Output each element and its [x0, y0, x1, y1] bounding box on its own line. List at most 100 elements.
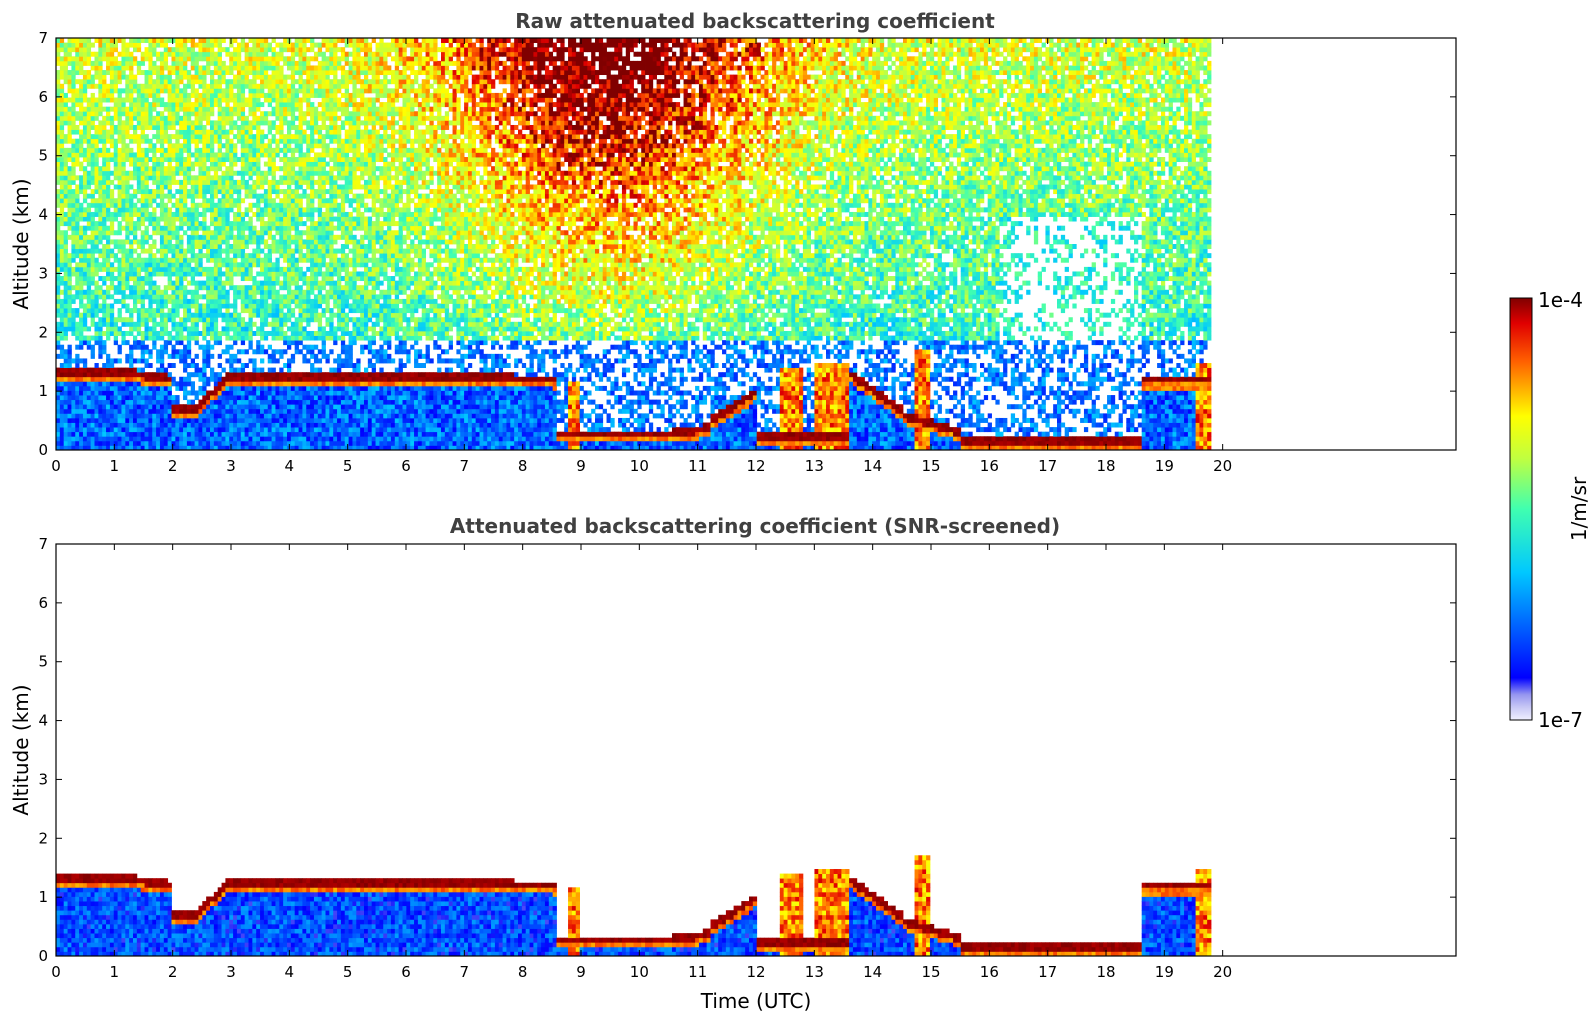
heatmap-cell [117, 74, 122, 80]
heatmap-cell [152, 385, 157, 391]
heatmap-cell [56, 179, 61, 185]
heatmap-cell [106, 427, 111, 433]
heatmap-cell [94, 111, 99, 117]
heatmap-cell [156, 138, 161, 144]
heatmap-cell [133, 408, 138, 414]
heatmap-cell [194, 303, 199, 309]
heatmap-cell [129, 289, 134, 295]
heatmap-cell [213, 51, 219, 57]
heatmap-cell [275, 303, 280, 309]
heatmap-cell [67, 312, 72, 318]
heatmap-cell [163, 404, 169, 410]
heatmap-cell [117, 289, 122, 295]
heatmap-cell [217, 294, 222, 300]
heatmap-cell [287, 111, 292, 117]
heatmap-cell [144, 349, 149, 355]
heatmap-cell [217, 56, 222, 62]
heatmap-cell [252, 83, 257, 89]
heatmap-cell [121, 321, 126, 327]
heatmap-cell [125, 216, 130, 222]
heatmap-cell [129, 344, 134, 350]
heatmap-cell [171, 344, 176, 350]
heatmap-cell [67, 38, 72, 43]
heatmap-cell [152, 193, 157, 199]
heatmap-cell [260, 376, 265, 382]
heatmap-cell [217, 97, 222, 103]
heatmap-cell [106, 376, 111, 382]
heatmap-cell [279, 395, 284, 401]
heatmap-cell [229, 225, 234, 231]
heatmap-cell [279, 321, 284, 327]
heatmap-cell [102, 395, 107, 401]
heatmap-cell [98, 385, 103, 391]
heatmap-cell [59, 417, 65, 423]
heatmap-cell [129, 97, 134, 103]
heatmap-cell [79, 385, 84, 391]
heatmap-cell [298, 285, 303, 291]
heatmap-cell [217, 207, 222, 213]
heatmap-cell [59, 248, 65, 254]
heatmap-cell [298, 257, 303, 263]
heatmap-cell [175, 353, 180, 359]
heatmap-cell [298, 152, 303, 158]
heatmap-cell [67, 308, 72, 314]
heatmap-cell [252, 417, 257, 423]
heatmap-cell [233, 358, 238, 364]
heatmap-cell [113, 79, 118, 85]
heatmap-cell [190, 413, 195, 419]
heatmap-cell [144, 166, 149, 172]
heatmap-cell [86, 445, 92, 451]
heatmap-cell [225, 120, 230, 126]
heatmap-cell [202, 353, 207, 359]
heatmap-cell [271, 79, 276, 85]
heatmap-cell [171, 83, 176, 89]
heatmap-cell [67, 271, 72, 277]
heatmap-cell [256, 152, 261, 158]
heatmap-cell [221, 202, 226, 208]
heatmap-cell [125, 404, 130, 410]
heatmap-cell [102, 42, 107, 48]
heatmap-cell [163, 367, 169, 373]
heatmap-cell [233, 56, 238, 62]
heatmap-cell [113, 257, 118, 263]
heatmap-cell [75, 239, 80, 245]
heatmap-cell [236, 124, 242, 130]
heatmap-cell [136, 266, 142, 272]
heatmap-cell [202, 431, 207, 437]
heatmap-cell [202, 294, 207, 300]
heatmap-cell [186, 221, 192, 227]
heatmap-cell [302, 344, 307, 350]
heatmap-cell [198, 189, 203, 195]
heatmap-cell [190, 408, 195, 414]
heatmap-cell [202, 408, 207, 414]
heatmap-cell [159, 417, 165, 423]
heatmap-cell [267, 404, 272, 410]
heatmap-cell [183, 358, 188, 364]
heatmap-cell [113, 115, 118, 121]
heatmap-cell [144, 97, 149, 103]
heatmap-cell [244, 408, 249, 414]
heatmap-cell [206, 253, 211, 259]
heatmap-cell [106, 179, 111, 185]
heatmap-cell [71, 381, 76, 387]
heatmap-cell [213, 56, 219, 62]
heatmap-cell [159, 262, 165, 268]
heatmap-cell [86, 271, 92, 277]
heatmap-cell [210, 138, 215, 144]
heatmap-cell [67, 134, 72, 140]
heatmap-cell [210, 134, 215, 140]
heatmap-cell [71, 440, 76, 446]
heatmap-cell [290, 248, 296, 254]
heatmap-cell [260, 70, 265, 76]
heatmap-cell [109, 170, 115, 176]
heatmap-cell [221, 436, 226, 442]
heatmap-cell [236, 74, 242, 80]
heatmap-cell [79, 88, 84, 94]
heatmap-cell [252, 321, 257, 327]
heatmap-cell [79, 445, 84, 451]
heatmap-cell [194, 262, 199, 268]
heatmap-cell [71, 308, 76, 314]
heatmap-cell [59, 221, 65, 227]
heatmap-cell [229, 422, 234, 428]
heatmap-cell [159, 289, 165, 295]
